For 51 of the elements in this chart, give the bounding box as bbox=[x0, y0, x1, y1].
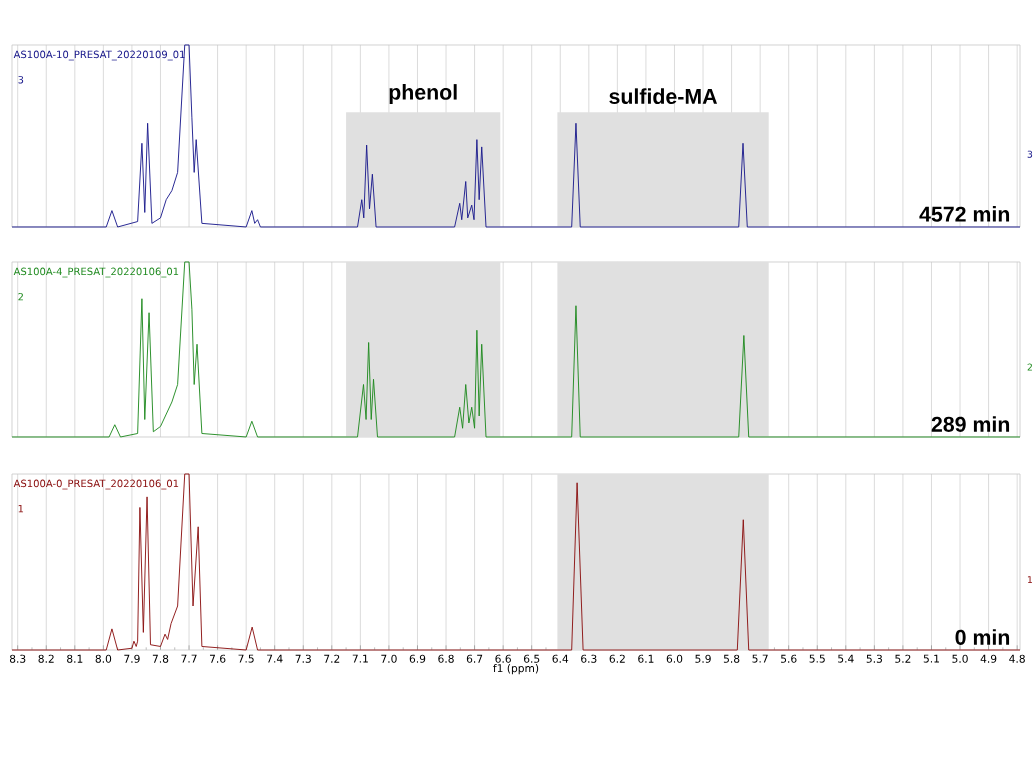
x-tick-label: 7.6 bbox=[209, 654, 226, 663]
x-tick-label: 5.5 bbox=[809, 654, 825, 663]
x-tick-label: 7.4 bbox=[267, 654, 283, 663]
text: 1 bbox=[1027, 576, 1033, 583]
text: 2 bbox=[1027, 363, 1032, 371]
x-tick-label: 5.7 bbox=[752, 654, 768, 663]
annotation: 2 bbox=[18, 292, 23, 301]
x-tick-label: 7.8 bbox=[152, 654, 169, 663]
x-tick-label: 6.3 bbox=[581, 654, 597, 663]
x-tick-label: 8.1 bbox=[67, 654, 83, 663]
x-tick-label: 6.6 bbox=[495, 654, 511, 663]
annotation: AS100A-10_PRESAT_20220109_01 bbox=[13, 50, 185, 61]
x-tick-label: 4.8 bbox=[1009, 654, 1025, 663]
x-tick-label: 7.0 bbox=[381, 654, 397, 663]
x-tick-label: 8.3 bbox=[9, 654, 26, 663]
annotation: AS100A-0_PRESAT_20220106_01 bbox=[13, 479, 179, 490]
x-tick-label: 6.1 bbox=[638, 654, 654, 663]
x-tick-label: 6.4 bbox=[552, 654, 569, 663]
x-tick-label: 5.0 bbox=[952, 654, 968, 663]
x-tick-label: 5.1 bbox=[923, 654, 939, 663]
annotation: 4572 min bbox=[919, 206, 1010, 222]
x-tick-label: 6.0 bbox=[666, 654, 683, 663]
x-tick-label: 8.0 bbox=[95, 654, 112, 663]
x-tick-label: 7.9 bbox=[124, 654, 140, 663]
annotation: AS100A-4_PRESAT_20220106_01 bbox=[13, 267, 179, 278]
x-tick-label: 7.2 bbox=[324, 654, 340, 663]
x-tick-label: 6.8 bbox=[438, 654, 454, 663]
x-tick-label: 5.9 bbox=[695, 654, 711, 663]
x-tick-label: 6.9 bbox=[409, 654, 426, 663]
x-tick-label: 6.5 bbox=[523, 654, 540, 663]
annotation: 1 bbox=[18, 504, 24, 513]
x-tick-label: 7.7 bbox=[181, 654, 197, 663]
x-tick-label: 7.5 bbox=[238, 654, 254, 663]
text: 3 bbox=[1027, 150, 1033, 158]
band-label: sulfide-MA bbox=[609, 88, 718, 104]
x-tick-label: 8.2 bbox=[38, 654, 54, 663]
x-tick-label: 4.9 bbox=[980, 654, 997, 663]
x-tick-label: 5.2 bbox=[895, 654, 911, 663]
annotation: 3 bbox=[18, 75, 24, 84]
x-tick-label: 7.1 bbox=[352, 654, 368, 663]
x-tick-label: 5.4 bbox=[838, 654, 854, 663]
annotation: 289 min bbox=[931, 416, 1010, 432]
x-tick-label: 5.6 bbox=[781, 654, 797, 663]
annotation: 0 min bbox=[955, 629, 1010, 645]
band-label: phenol bbox=[389, 84, 457, 104]
x-tick-label: 7.3 bbox=[295, 654, 311, 663]
x-tick-label: 6.7 bbox=[466, 654, 483, 663]
x-tick-label: 5.3 bbox=[866, 654, 882, 663]
x-axis-title: f1 (ppm) bbox=[493, 663, 539, 675]
x-tick-label: 6.2 bbox=[609, 654, 625, 663]
x-tick-label: 5.8 bbox=[723, 654, 740, 663]
